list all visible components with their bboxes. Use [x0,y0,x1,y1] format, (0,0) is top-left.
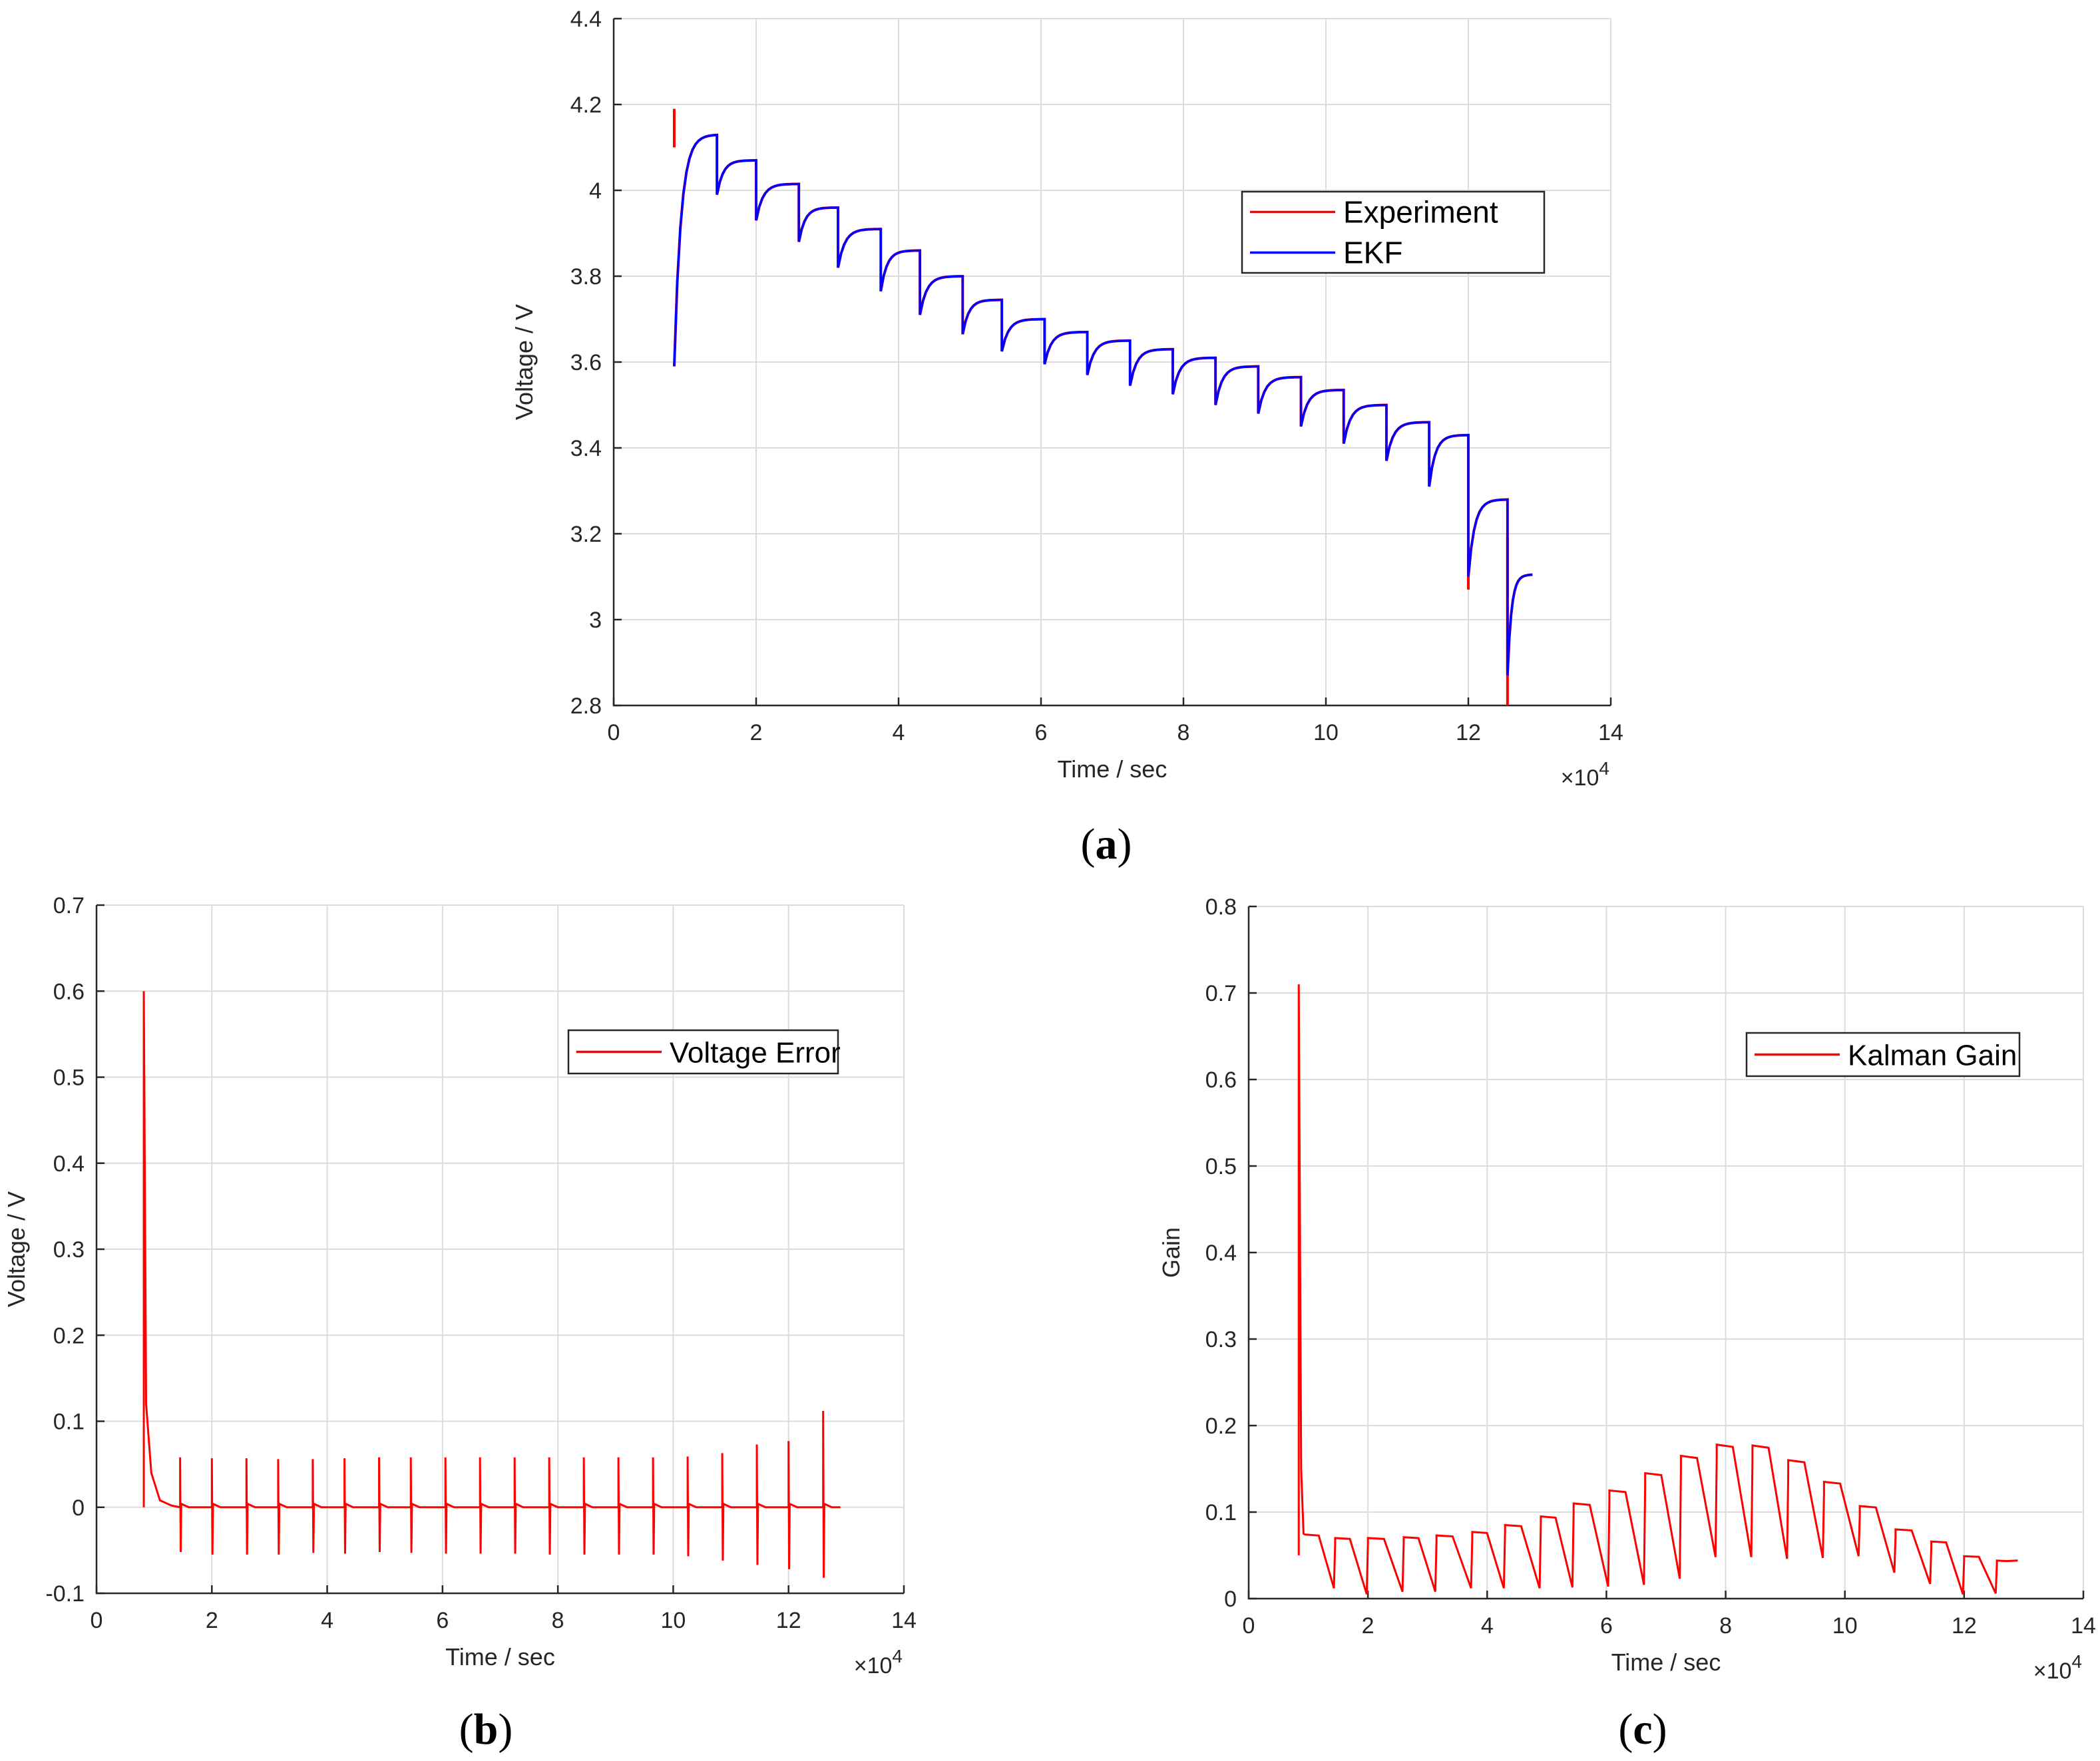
caption-letter: b [474,1705,499,1754]
series-group [142,991,841,1578]
y-tick-label: 4.2 [570,93,602,118]
panel-caption: (c) [1618,1705,1667,1754]
x-tick-label: 10 [1832,1613,1858,1639]
x-tick-label: 8 [1177,720,1190,745]
caption-paren-close: ) [498,1705,513,1754]
y-tick-label: 4.4 [570,7,602,32]
x-tick-label: 2 [206,1608,218,1633]
x-tick-label: 10 [1313,720,1339,745]
multiplier-base: ×10 [1561,765,1599,791]
x-tick-label: 12 [776,1608,801,1633]
series-group [1297,984,2018,1595]
y-tick-label: 3.6 [570,350,602,375]
y-tick-label: 0.5 [1205,1154,1237,1179]
x-tick-label: 12 [1952,1613,1977,1639]
caption-letter: c [1633,1705,1652,1754]
multiplier-base: ×10 [854,1653,893,1678]
y-tick-label: 0.1 [53,1410,85,1435]
x-tick-label: 10 [661,1608,686,1633]
x-axis-multiplier: ×104 [854,1646,903,1678]
y-axis-label: Voltage / V [511,304,538,420]
x-tick-label: 4 [321,1608,333,1633]
x-tick-label: 0 [91,1608,103,1633]
x-axis-label: Time / sec [445,1643,555,1670]
series-group [672,108,1533,705]
x-tick-label: 2 [750,720,763,745]
y-tick-label: 0.6 [53,979,85,1004]
caption-paren-open: ( [1618,1705,1633,1754]
x-tick-label: 2 [1362,1613,1374,1639]
x-tick-label: 6 [1600,1613,1613,1639]
y-tick-label: 0.4 [1205,1241,1237,1266]
y-tick-label: 0.2 [53,1323,85,1348]
x-axis-label: Time / sec [1058,755,1167,783]
panel-caption: (a) [1081,820,1132,869]
y-tick-label: 0.3 [53,1237,85,1263]
chart-panel-a: 0 2 4 6 8 10 12 14 2.8 3 3.2 3.4 3.6 3.8 4 4.2 4.4 Time /… [511,7,1623,869]
x-axis-multiplier: ×104 [1561,758,1609,791]
y-tick-label: 0.5 [53,1066,85,1091]
x-tick-label: 4 [1481,1613,1494,1639]
series-voltage-error-line [142,991,841,1578]
caption-letter: a [1096,820,1118,869]
y-tick-label: 2.8 [570,693,602,719]
legend: Experiment EKF [1241,190,1546,274]
x-tick-label: 0 [608,720,620,745]
x-tick-label: 0 [1243,1613,1255,1639]
y-tick-label: 0 [1224,1587,1237,1612]
multiplier-exponent: 4 [2071,1651,2082,1672]
y-axis-label: Gain [1157,1227,1185,1278]
y-tick-label: 0.6 [1205,1068,1237,1093]
y-tick-label: 4 [589,178,602,204]
multiplier-exponent: 4 [892,1646,903,1666]
panel-caption: (b) [459,1705,513,1754]
x-axis-multiplier: ×104 [2033,1651,2082,1684]
y-tick-label: 0.1 [1205,1500,1237,1525]
chart-panel-c: 0 2 4 6 8 10 12 14 0 0.1 0.2 0.3 0.4 0.5 0.6 0.7 0.8 Time… [1157,894,2096,1754]
legend-entry: EKF [1343,236,1402,270]
x-axis-label: Time / sec [1611,1649,1721,1676]
y-tick-label: 0 [72,1495,85,1521]
x-tick-label: 14 [1598,720,1623,745]
x-tick-label: 4 [893,720,905,745]
y-tick-label: 3.2 [570,522,602,547]
y-tick-label: 3.8 [570,264,602,290]
x-tick-label: 6 [1035,720,1048,745]
y-tick-label: 0.8 [1205,894,1237,920]
x-tick-label: 8 [1719,1613,1732,1639]
y-axis-label: Voltage / V [3,1191,30,1307]
y-tick-label: 0.7 [53,893,85,918]
y-tick-label: 3 [589,608,602,633]
x-tick-label: 14 [2071,1613,2096,1639]
caption-paren-open: ( [1081,820,1096,869]
chart-panel-b: 0 2 4 6 8 10 12 14-0.100.10.20.30.40.50.60.7Tim… [3,893,917,1754]
x-tick-label: 8 [552,1608,564,1633]
multiplier-exponent: 4 [1599,758,1609,779]
y-tick-label: -0.1 [45,1581,85,1607]
legend-entry: Voltage Error [670,1037,841,1070]
multiplier-base: ×10 [2033,1659,2072,1684]
y-tick-label: 3.4 [570,436,602,461]
legend: Kalman Gain [1745,1032,2021,1077]
y-tick-label: 0.3 [1205,1327,1237,1352]
legend-entry: Kalman Gain [1848,1040,2017,1072]
caption-paren-close: ) [1653,1705,1667,1754]
x-tick-label: 12 [1456,720,1481,745]
y-tick-label: 0.4 [53,1151,85,1177]
x-tick-label: 6 [436,1608,449,1633]
legend-entry: Experiment [1343,195,1498,230]
legend: Voltage Error [567,1029,841,1075]
series-ekf-line [673,133,1533,676]
legend-box [1241,190,1546,274]
y-tick-label: 0.7 [1205,981,1237,1006]
y-tick-label: 0.2 [1205,1414,1237,1439]
series-kalman-gain-line [1297,984,2018,1595]
caption-paren-close: ) [1118,820,1132,869]
caption-paren-open: ( [459,1705,474,1754]
x-tick-label: 14 [891,1608,917,1633]
